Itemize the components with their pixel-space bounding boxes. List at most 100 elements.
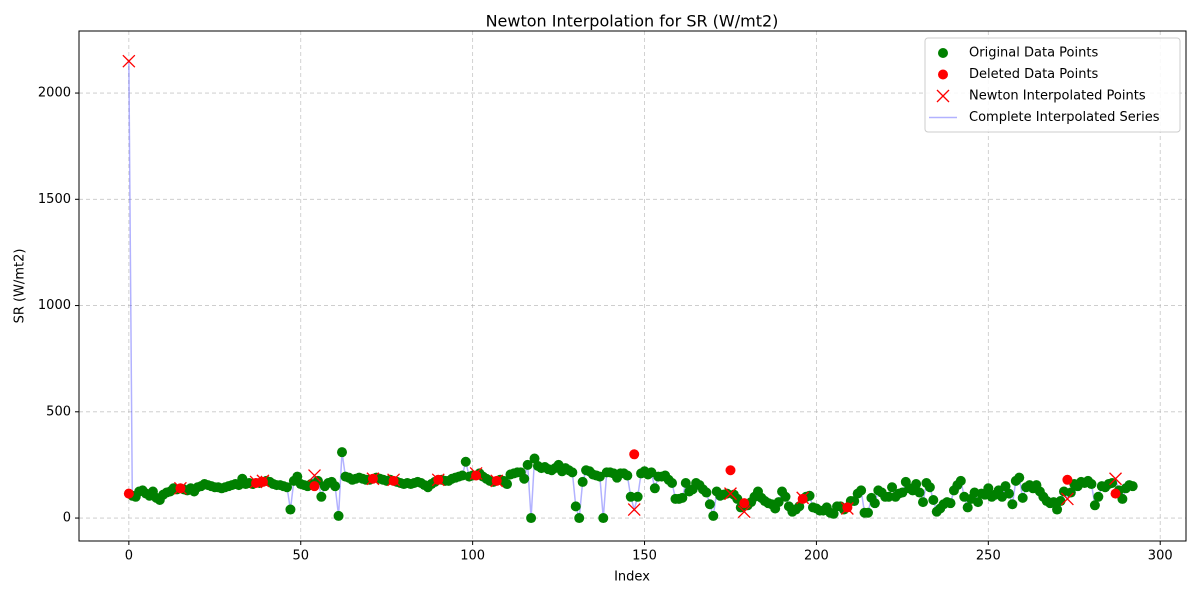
interpolated-point [431,473,445,487]
data-point [526,513,537,524]
data-point [918,497,929,508]
legend-label: Complete Interpolated Series [969,110,1160,125]
data-point [632,491,643,502]
data-point [316,491,327,502]
data-point [962,502,973,513]
data-point [887,482,898,493]
data-point [292,471,303,482]
interpolated-point [1109,472,1122,486]
data-point [773,497,784,508]
legend-box [924,37,1181,133]
data-point [842,502,853,513]
data-point [680,477,691,488]
data-point [567,467,578,478]
interpolated-point [308,469,321,483]
x-tick-label: 100 [460,549,485,564]
data-point [1093,491,1104,502]
data-point [725,465,736,476]
data-point [519,473,530,484]
data-point [330,481,341,492]
data-point [945,498,956,509]
data-point [1065,487,1076,498]
legend-label: Deleted Data Points [969,67,1099,82]
data-point [667,477,678,488]
x-tick-label: 0 [125,549,133,564]
x-tick-label: 200 [804,549,829,564]
data-point [928,494,939,505]
x-tick-label: 300 [1148,549,1173,564]
data-point [924,482,935,493]
data-point [1117,493,1128,504]
data-point [1089,500,1100,511]
data-point [281,482,292,493]
data-point [333,510,344,521]
data-point [629,449,640,460]
data-point [257,476,268,487]
data-point [701,487,712,498]
data-point [1062,474,1073,485]
interpolated-point [256,474,270,488]
data-point [460,456,471,467]
data-point [739,498,750,509]
legend-marker [938,48,948,58]
interpolated-point [840,502,854,515]
x-tick-label: 150 [632,549,657,564]
legend-label: Newton Interpolated Points [969,89,1146,104]
interpolated-point [737,505,751,519]
legend-marker [936,89,950,103]
data-point [955,475,966,486]
interpolated-point [1060,492,1074,506]
data-point [704,499,715,510]
data-point [574,513,585,524]
x-tick-label: 250 [976,549,1001,564]
data-point [1017,492,1028,503]
x-axis-label: Index [614,570,650,585]
y-axis-label: SR (W/mt2) [13,249,28,324]
data-point [309,481,320,492]
y-tick-label: 1000 [38,298,71,313]
legend: Original Data Points Deleted Data Points N… [924,37,1181,133]
data-point [570,501,581,512]
data-point [828,508,839,519]
data-point [622,470,633,481]
data-point [708,510,719,521]
data-point [973,497,984,508]
data-point [780,491,791,502]
data-point [1052,504,1063,515]
data-point [797,493,808,504]
interpolated-point [490,474,504,488]
data-point [123,488,134,499]
x-tick-label: 50 [292,549,309,564]
data-point [471,470,482,481]
interpolated-point [366,472,380,486]
data-point [336,447,347,458]
data-point [285,504,296,515]
data-point [1110,488,1121,499]
data-point [522,459,533,470]
legend-marker [938,69,948,80]
y-tick-label: 1500 [38,192,71,207]
data-point [577,476,588,487]
y-tick-label: 500 [46,404,71,419]
data-point [625,491,636,502]
plot-area [122,54,1138,524]
plot-frame [78,30,1187,542]
data-point [598,513,609,524]
interpolated-point [122,54,136,68]
interpolated-point [627,503,641,517]
data-point [862,507,873,518]
data-point [1055,496,1066,507]
interpolated-point [469,466,483,480]
data-point [649,483,660,494]
data-point [983,483,994,494]
interpolated-point [173,481,187,495]
data-point [856,485,867,496]
data-point [529,453,540,464]
data-point [883,491,894,502]
chart-title: Newton Interpolation for SR (W/mt2) [486,12,779,31]
y-tick-label: 2000 [38,86,71,101]
interpolated-point [724,487,737,501]
data-point [502,479,513,490]
y-tick-label: 0 [63,511,71,526]
